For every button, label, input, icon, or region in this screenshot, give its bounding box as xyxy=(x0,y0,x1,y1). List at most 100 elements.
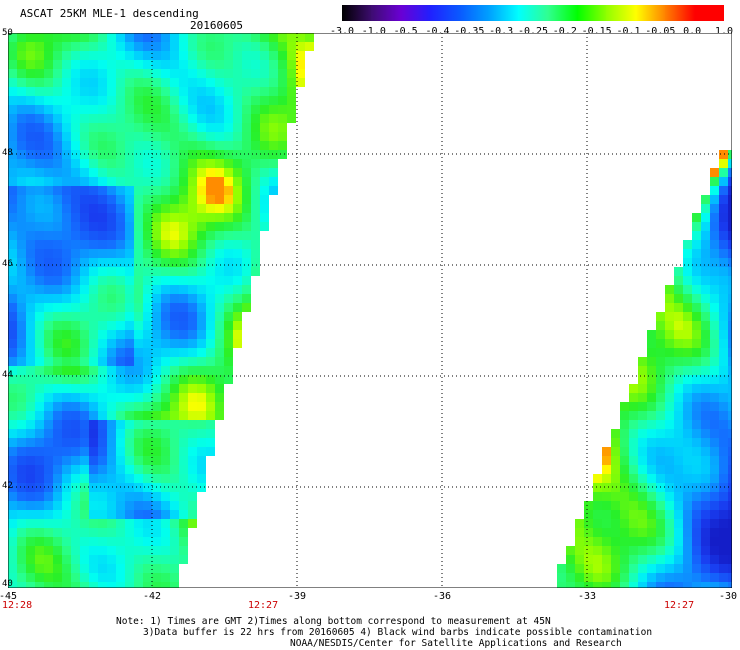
west-swath-cell xyxy=(197,141,206,150)
west-swath-cell xyxy=(143,357,152,366)
east-swath-cell xyxy=(728,546,732,555)
east-swath-cell xyxy=(728,429,732,438)
east-swath-cell xyxy=(692,267,701,276)
west-swath-cell xyxy=(71,474,80,483)
west-swath-cell xyxy=(125,537,134,546)
east-swath-cell xyxy=(611,546,620,555)
west-swath-cell xyxy=(125,402,134,411)
west-swath-cell xyxy=(98,429,107,438)
east-swath-cell xyxy=(647,573,656,582)
west-swath-cell xyxy=(35,582,44,588)
west-swath-cell xyxy=(89,420,98,429)
west-swath-cell xyxy=(215,69,224,78)
west-swath-cell xyxy=(62,519,71,528)
west-swath-cell xyxy=(134,69,143,78)
west-swath-cell xyxy=(53,465,62,474)
west-swath-cell xyxy=(197,231,206,240)
west-swath-cell xyxy=(17,267,26,276)
west-swath-cell xyxy=(98,420,107,429)
east-swath-cell xyxy=(575,555,584,564)
east-swath-cell xyxy=(692,312,701,321)
west-swath-cell xyxy=(35,312,44,321)
east-swath-cell xyxy=(683,384,692,393)
east-swath-cell xyxy=(719,285,728,294)
west-swath-cell xyxy=(80,168,89,177)
west-swath-cell xyxy=(107,393,116,402)
west-swath-cell xyxy=(8,429,17,438)
east-swath-cell xyxy=(620,402,629,411)
east-swath-cell xyxy=(611,555,620,564)
west-swath-cell xyxy=(89,483,98,492)
west-swath-cell xyxy=(161,294,170,303)
west-swath-cell xyxy=(242,177,251,186)
west-swath-cell xyxy=(161,42,170,51)
west-swath-cell xyxy=(206,447,215,456)
east-swath-cell xyxy=(602,573,611,582)
west-swath-cell xyxy=(161,564,170,573)
west-swath-cell xyxy=(278,51,287,60)
west-swath-cell xyxy=(44,96,53,105)
west-swath-cell xyxy=(215,42,224,51)
west-swath-cell xyxy=(80,78,89,87)
west-swath-cell xyxy=(197,69,206,78)
east-swath-cell xyxy=(692,429,701,438)
east-swath-cell xyxy=(683,411,692,420)
west-swath-cell xyxy=(125,357,134,366)
east-swath-cell xyxy=(611,465,620,474)
east-swath-cell xyxy=(728,339,732,348)
west-swath-cell xyxy=(260,213,269,222)
west-swath-cell xyxy=(80,123,89,132)
west-swath-cell xyxy=(8,330,17,339)
west-swath-cell xyxy=(80,546,89,555)
west-swath-cell xyxy=(179,78,188,87)
west-swath-cell xyxy=(8,555,17,564)
west-swath-cell xyxy=(233,87,242,96)
east-swath-cell xyxy=(728,285,732,294)
east-swath-cell xyxy=(710,402,719,411)
west-swath-cell xyxy=(125,375,134,384)
west-swath-cell xyxy=(188,330,197,339)
west-swath-cell xyxy=(215,78,224,87)
east-swath-cell xyxy=(683,375,692,384)
west-swath-cell xyxy=(188,285,197,294)
west-swath-cell xyxy=(71,249,80,258)
west-swath-cell xyxy=(170,60,179,69)
west-swath-cell xyxy=(170,258,179,267)
west-swath-cell xyxy=(53,159,62,168)
west-swath-cell xyxy=(170,465,179,474)
west-swath-cell xyxy=(188,114,197,123)
west-swath-cell xyxy=(179,528,188,537)
east-swath-cell xyxy=(674,447,683,456)
west-swath-cell xyxy=(98,582,107,588)
east-swath-cell xyxy=(683,582,692,588)
west-swath-cell xyxy=(161,150,170,159)
west-swath-cell xyxy=(80,96,89,105)
east-swath-cell xyxy=(728,267,732,276)
west-swath-cell xyxy=(107,330,116,339)
west-swath-cell xyxy=(170,357,179,366)
west-swath-cell xyxy=(152,213,161,222)
west-swath-cell xyxy=(206,438,215,447)
west-swath-cell xyxy=(179,213,188,222)
west-swath-cell xyxy=(44,339,53,348)
west-swath-cell xyxy=(143,456,152,465)
east-swath-cell xyxy=(665,474,674,483)
west-swath-cell xyxy=(224,114,233,123)
west-swath-cell xyxy=(53,510,62,519)
west-swath-cell xyxy=(233,78,242,87)
west-swath-cell xyxy=(242,60,251,69)
west-swath-cell xyxy=(197,222,206,231)
east-swath-cell xyxy=(692,555,701,564)
west-swath-cell xyxy=(116,105,125,114)
west-swath-cell xyxy=(125,78,134,87)
west-swath-cell xyxy=(251,42,260,51)
west-swath-cell xyxy=(35,96,44,105)
east-swath-cell xyxy=(683,465,692,474)
east-swath-cell xyxy=(656,501,665,510)
east-swath-cell xyxy=(674,474,683,483)
west-swath-cell xyxy=(224,294,233,303)
east-swath-cell xyxy=(602,555,611,564)
west-swath-cell xyxy=(8,339,17,348)
west-swath-cell xyxy=(107,546,116,555)
east-swath-cell xyxy=(683,483,692,492)
